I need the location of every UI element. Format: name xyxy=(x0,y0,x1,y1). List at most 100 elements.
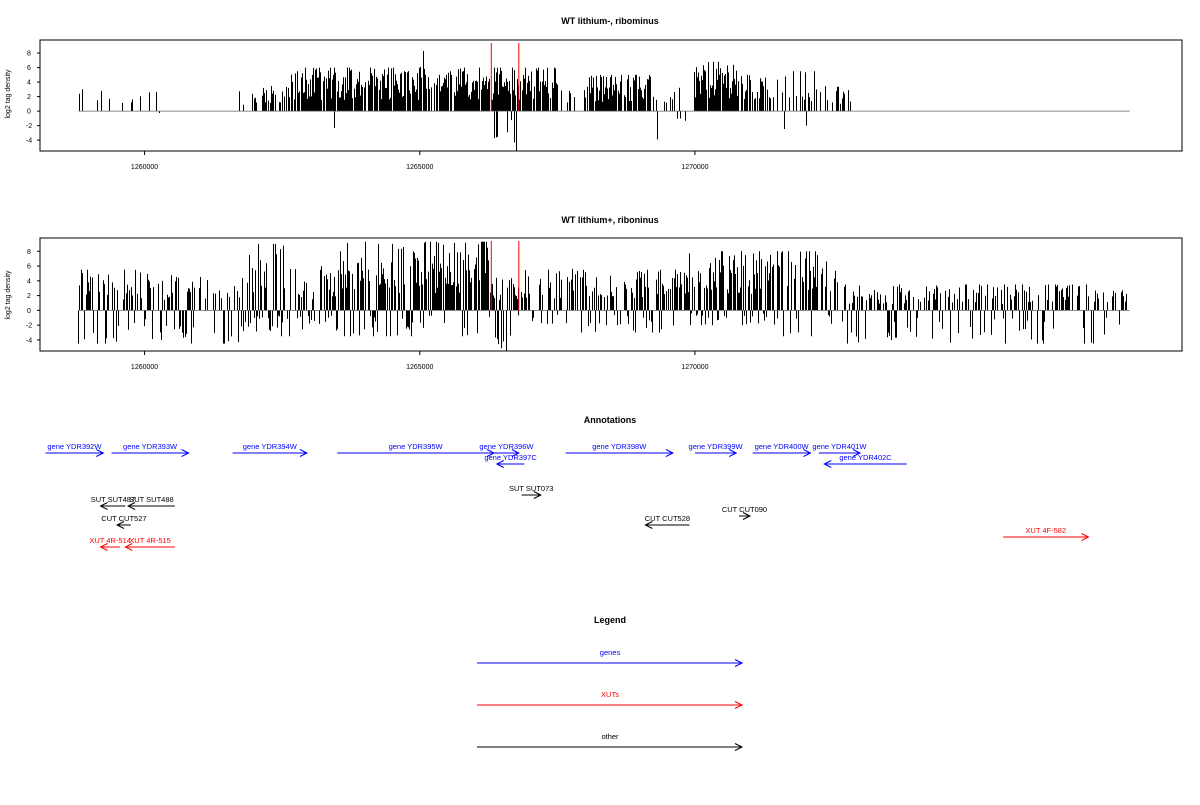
arrow-head-icon xyxy=(533,491,542,499)
arrow-head-icon xyxy=(742,512,752,520)
arrow-head-icon xyxy=(115,521,125,529)
annotations-title: Annotations xyxy=(584,415,637,425)
annotation-feature[interactable]: gene YDR399W xyxy=(689,442,744,457)
annotation-feature[interactable]: gene YDR401W xyxy=(812,442,867,457)
x-tick-label: 1270000 xyxy=(681,364,708,371)
feature-label: gene YDR402C xyxy=(839,453,892,462)
track-panel-lithium-plus: WT lithium+, riboninus log2 tag density … xyxy=(5,215,1183,371)
legend-entry: other xyxy=(477,732,744,751)
annotation-feature[interactable]: gene YDR396W xyxy=(479,442,534,457)
arrow-head-icon xyxy=(803,449,812,457)
arrow-head-icon xyxy=(99,502,108,510)
y-tick-label: 4 xyxy=(27,80,31,87)
annotation-feature[interactable]: XUT 4R-514 xyxy=(89,536,131,551)
legend-entry: genes xyxy=(477,648,744,667)
arrow-head-icon xyxy=(734,743,744,751)
arrow-head-icon xyxy=(1081,533,1090,541)
feature-label: XUT 4R-514 xyxy=(89,536,131,545)
feature-label: SUT SUT073 xyxy=(509,484,553,493)
annotation-feature[interactable]: CUT CUT528 xyxy=(644,514,690,529)
annotation-feature[interactable]: SUT SUT073 xyxy=(509,484,553,499)
annotation-feature[interactable]: XUT 4F-582 xyxy=(1003,526,1090,541)
y-axis-ticks: -4 -2 0 2 4 6 8 xyxy=(26,249,40,344)
feature-label: gene YDR398W xyxy=(592,442,647,451)
arrow-head-icon xyxy=(299,449,309,457)
annotation-feature[interactable]: gene YDR393W xyxy=(111,442,190,457)
y-tick-label: 4 xyxy=(27,278,31,285)
density-bars xyxy=(78,241,1127,351)
feature-label: XUT 4F-582 xyxy=(1025,526,1066,535)
y-tick-label: 6 xyxy=(27,264,31,271)
y-tick-label: 0 xyxy=(27,109,31,116)
annotation-feature[interactable]: gene YDR395W xyxy=(337,442,496,457)
annotation-feature[interactable]: gene YDR397C xyxy=(484,453,537,468)
arrow-head-icon xyxy=(99,543,108,551)
y-tick-label: 0 xyxy=(27,308,31,315)
feature-label: gene YDR401W xyxy=(812,442,867,451)
annotation-feature[interactable]: gene YDR392W xyxy=(45,442,105,457)
feature-label: gene YDR396W xyxy=(479,442,534,451)
y-axis-ticks: -4 -2 0 2 4 6 8 xyxy=(26,51,40,145)
feature-label: CUT CUT527 xyxy=(101,514,146,523)
annotations-panel: Annotations gene YDR392W gene YDR393W gene… xyxy=(45,415,1090,551)
feature-label: SUT SUT487 xyxy=(91,495,135,504)
arrow-head-icon xyxy=(823,460,832,468)
legend-label: XUTs xyxy=(601,690,619,699)
arrow-head-icon xyxy=(734,659,744,667)
annotation-feature[interactable]: gene YDR402C xyxy=(823,453,907,468)
y-tick-label: 8 xyxy=(27,249,31,256)
density-bars xyxy=(79,50,851,151)
x-tick-label: 1260000 xyxy=(131,164,158,171)
x-tick-label: 1260000 xyxy=(131,364,158,371)
feature-label: CUT CUT528 xyxy=(645,514,690,523)
legend-title: Legend xyxy=(594,615,626,625)
arrow-head-icon xyxy=(96,449,105,457)
y-axis-label: log2 tag density xyxy=(5,270,12,320)
arrow-head-icon xyxy=(124,543,133,551)
y-axis-label: log2 tag density xyxy=(5,69,12,119)
feature-label: CUT CUT090 xyxy=(722,505,767,514)
legend-panel: Legend genes XUTs other xyxy=(477,615,744,751)
annotation-feature[interactable]: CUT CUT090 xyxy=(722,505,767,520)
feature-label: gene YDR393W xyxy=(123,442,178,451)
red-marker-lines xyxy=(490,43,520,112)
y-tick-label: 8 xyxy=(27,51,31,58)
feature-label: gene YDR399W xyxy=(689,442,744,451)
red-marker-lines xyxy=(490,241,520,311)
annotation-features: gene YDR392W gene YDR393W gene YDR394W gene… xyxy=(45,442,1090,551)
feature-label: gene YDR397C xyxy=(484,453,537,462)
y-tick-label: -4 xyxy=(26,138,32,145)
arrow-head-icon xyxy=(665,449,675,457)
arrow-head-icon xyxy=(644,521,653,529)
plot-frame xyxy=(39,237,1183,352)
y-tick-label: -2 xyxy=(26,323,32,330)
plot-frame xyxy=(39,39,1183,152)
arrow-head-icon xyxy=(181,449,190,457)
feature-label: gene YDR392W xyxy=(47,442,102,451)
annotation-feature[interactable]: SUT SUT488 xyxy=(126,495,175,510)
arrow-head-icon xyxy=(852,449,862,457)
feature-label: gene YDR394W xyxy=(243,442,298,451)
x-tick-label: 1270000 xyxy=(681,164,708,171)
arrow-head-icon xyxy=(728,449,738,457)
annotation-feature[interactable]: SUT SUT487 xyxy=(91,495,135,510)
legend-entry: XUTs xyxy=(477,690,744,709)
track-title: WT lithium+, riboninus xyxy=(561,215,658,225)
arrow-head-icon xyxy=(734,701,744,709)
annotation-feature[interactable]: CUT CUT527 xyxy=(101,514,147,529)
annotation-feature[interactable]: gene YDR398W xyxy=(565,442,675,457)
x-tick-label: 1265000 xyxy=(406,164,433,171)
annotation-feature[interactable]: gene YDR394W xyxy=(232,442,309,457)
annotation-feature[interactable]: XUT 4R-515 xyxy=(124,536,175,551)
x-tick-label: 1265000 xyxy=(406,364,433,371)
legend-label: other xyxy=(601,732,619,741)
y-tick-label: -4 xyxy=(26,337,32,344)
feature-label: gene YDR395W xyxy=(389,442,444,451)
track-panel-lithium-minus: WT lithium-, ribominus log2 tag density … xyxy=(5,16,1183,171)
legend-entries: genes XUTs other xyxy=(477,648,744,751)
annotation-feature[interactable]: gene YDR400W xyxy=(752,442,812,457)
feature-label: gene YDR400W xyxy=(755,442,810,451)
arrow-head-icon xyxy=(126,502,136,510)
